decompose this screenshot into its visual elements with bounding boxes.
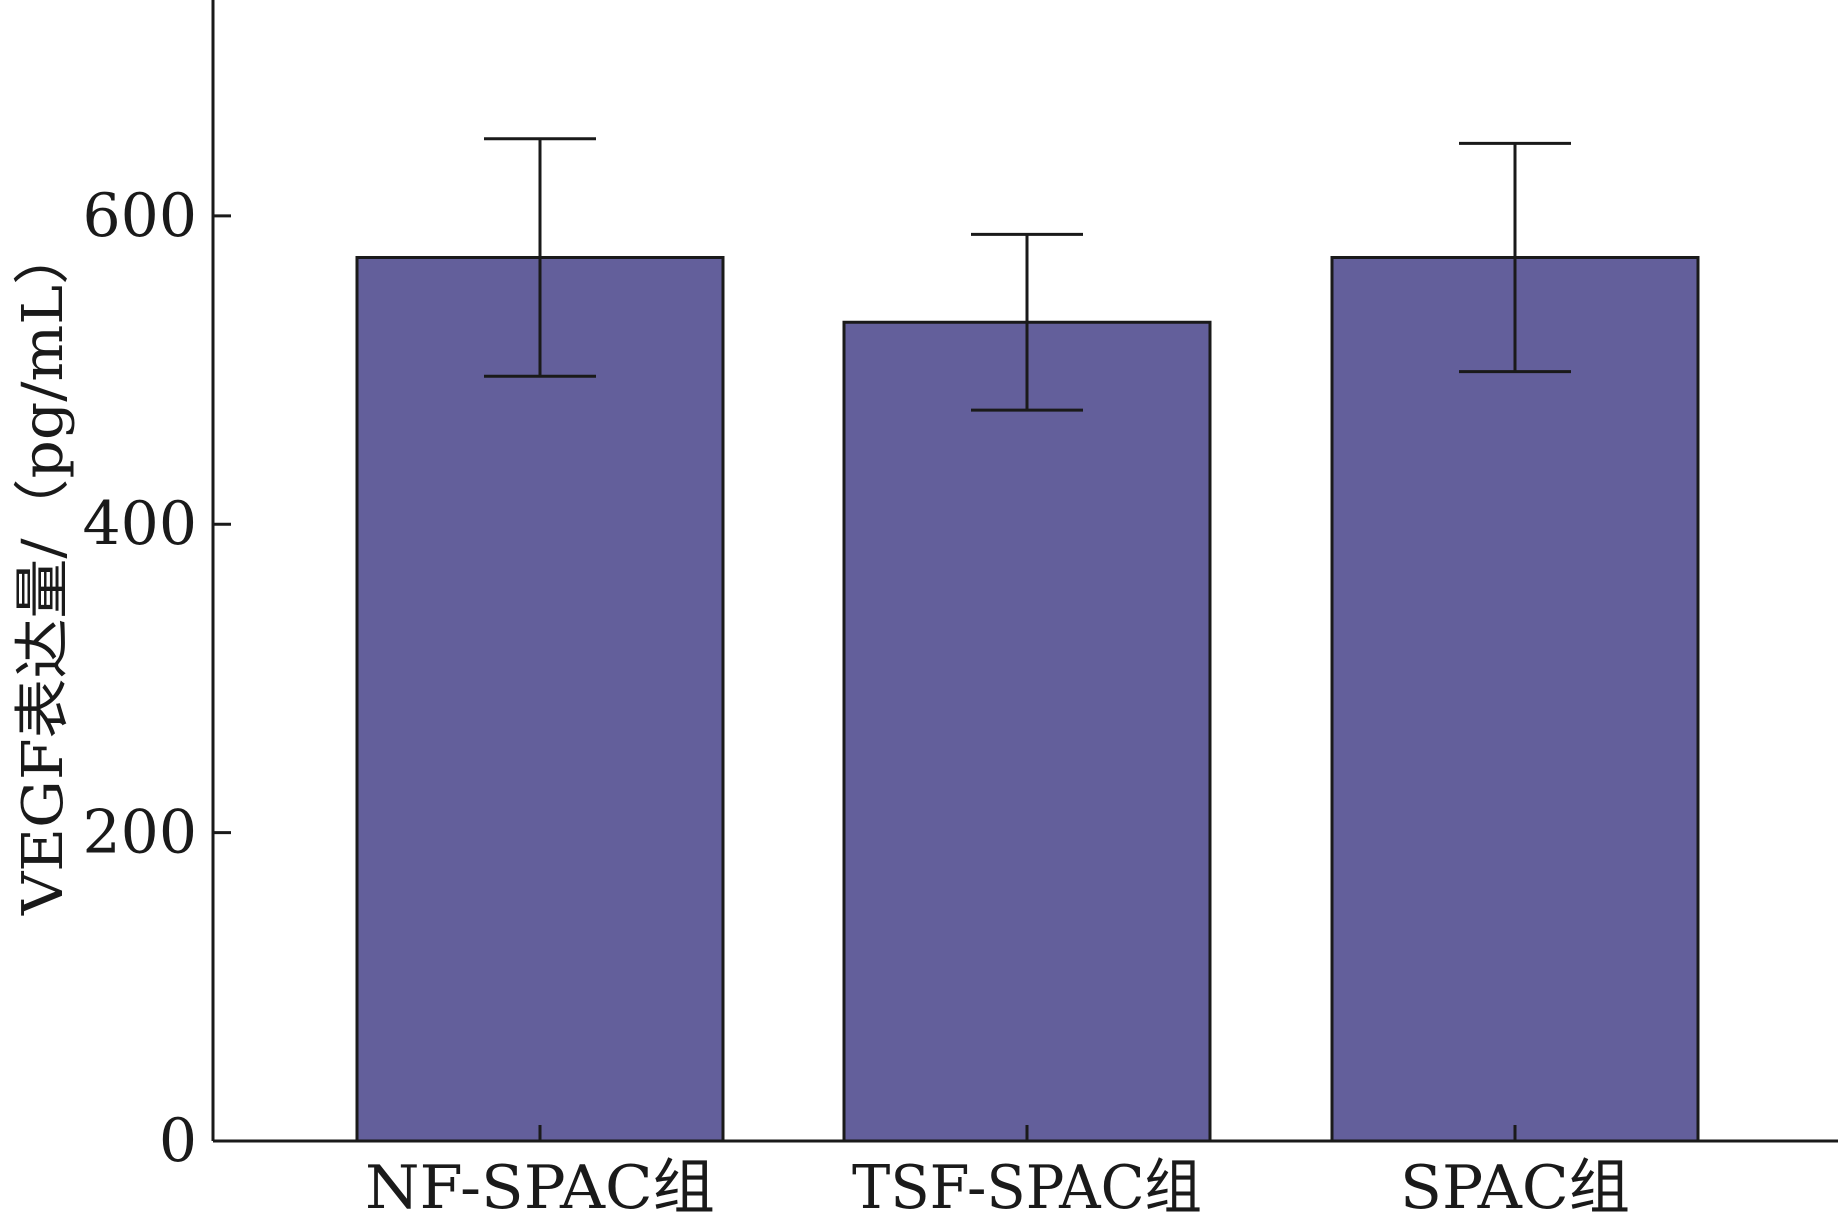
y-tick-label: 400 — [82, 489, 197, 559]
x-tick-label: NF-SPAC组 — [365, 1153, 715, 1214]
y-tick-label: 200 — [82, 798, 197, 868]
y-ticks-layer: 0 200 400 600 — [82, 181, 231, 1176]
error-bar-1 — [484, 137, 596, 378]
error-bar-3 — [1459, 141, 1571, 374]
x-ticks-layer: NF-SPAC组 TSF-SPAC组 SPAC组 — [365, 1125, 1630, 1214]
y-tick-label: 600 — [82, 181, 197, 251]
x-tick-label: SPAC组 — [1400, 1153, 1630, 1214]
bar-3 — [1330, 255, 1700, 1143]
bar-1 — [355, 255, 725, 1143]
error-bars-layer — [484, 137, 1571, 412]
x-tick-label: TSF-SPAC组 — [852, 1153, 1202, 1214]
error-bar-2 — [971, 232, 1083, 412]
y-tick-label: 0 — [159, 1106, 197, 1176]
y-axis-label: VEGF表达量/（pg/mL） — [11, 225, 76, 916]
bar-2 — [842, 320, 1212, 1143]
